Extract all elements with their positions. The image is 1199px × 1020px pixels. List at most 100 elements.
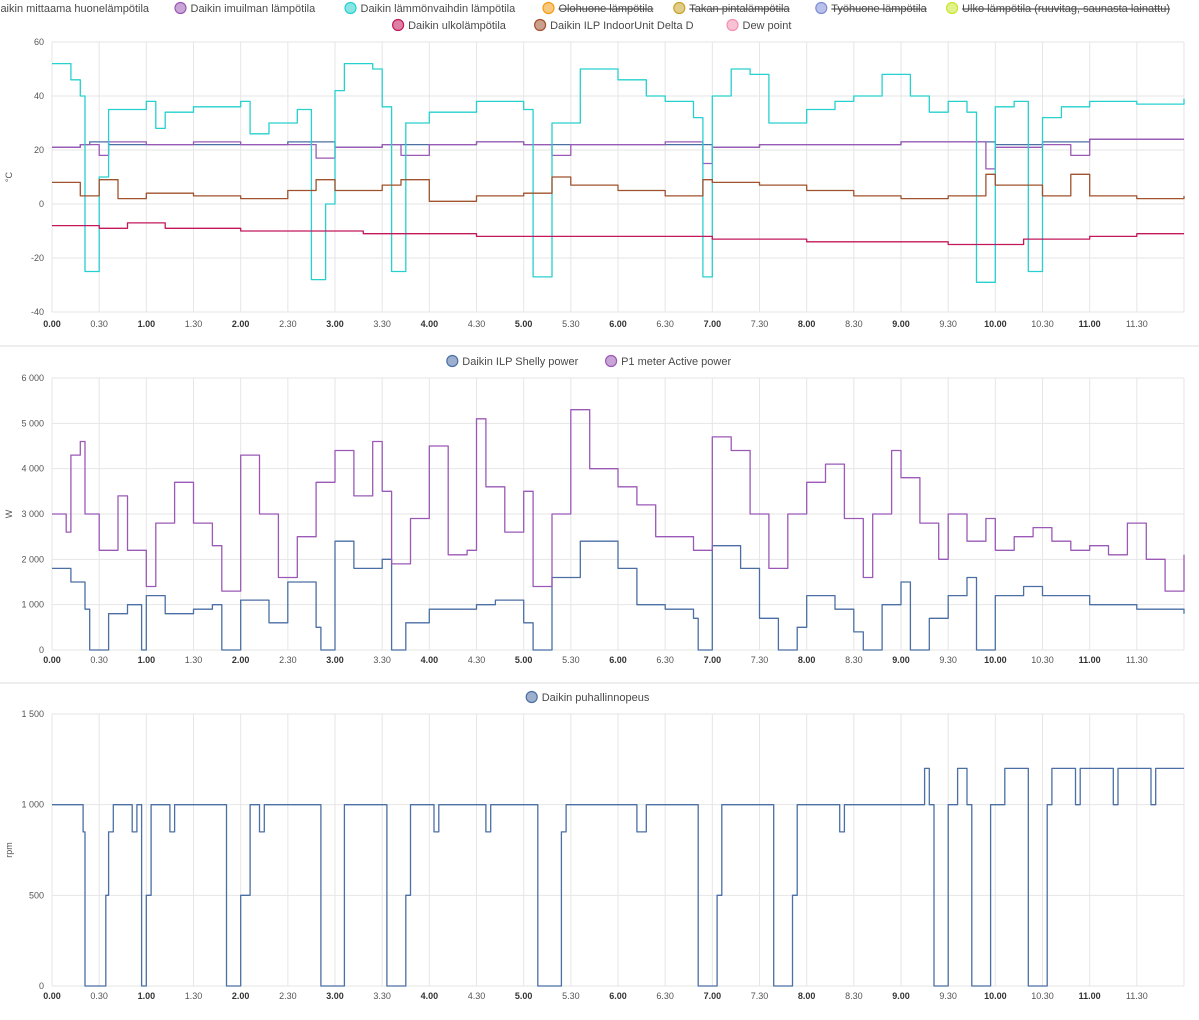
y-axis-label: °C bbox=[4, 171, 14, 182]
x-tick-label: 3.30 bbox=[373, 991, 391, 1001]
x-tick-label: 6.30 bbox=[656, 655, 674, 665]
chart-panel-2: Daikin puhallinnopeus 1 500 1 000 500 00.00 0… bbox=[4, 690, 1185, 1001]
legend-item[interactable]: Olohuone lämpötila bbox=[542, 1, 655, 16]
series-line[interactable] bbox=[52, 222, 1184, 246]
legend-label: Daikin ILP Shelly power bbox=[462, 356, 578, 368]
x-tick-label: 10.00 bbox=[984, 991, 1007, 1001]
x-tick-label: 3.30 bbox=[373, 655, 391, 665]
x-tick-label: 4.30 bbox=[468, 319, 486, 329]
x-tick-label: 7.00 bbox=[704, 319, 722, 329]
legend-item[interactable]: Daikin lämmönvaihdin lämpötila bbox=[344, 1, 517, 16]
y-tick-label: 1 500 bbox=[21, 709, 44, 719]
legend-marker bbox=[815, 1, 828, 15]
legend-item[interactable]: Takan pintalämpötila bbox=[673, 1, 791, 16]
legend-item[interactable]: Dew point bbox=[726, 18, 792, 33]
legend-item[interactable]: Daikin ILP IndoorUnit Delta D bbox=[533, 18, 694, 33]
x-tick-label: 6.00 bbox=[609, 991, 627, 1001]
x-tick-label: 2.00 bbox=[232, 319, 250, 329]
legend-label: Dew point bbox=[743, 20, 792, 32]
series-line[interactable] bbox=[52, 409, 1185, 592]
y-tick-label: 0 bbox=[39, 645, 44, 655]
y-tick-label: 0 bbox=[39, 199, 44, 209]
series-line[interactable] bbox=[52, 767, 1184, 987]
x-tick-label: 2.00 bbox=[232, 655, 250, 665]
x-tick-label: 10.00 bbox=[984, 319, 1007, 329]
x-tick-label: 0.30 bbox=[90, 991, 108, 1001]
x-tick-label: 3.30 bbox=[373, 319, 391, 329]
legend-label: P1 meter Active power bbox=[621, 356, 731, 368]
x-tick-label: 11.00 bbox=[1079, 991, 1101, 1001]
legend-item[interactable]: Daikin imuilman lämpötila bbox=[174, 1, 317, 16]
x-tick-label: 10.30 bbox=[1031, 319, 1054, 329]
x-tick-label: 1.00 bbox=[138, 655, 156, 665]
legend-item[interactable]: Ulko lämpötila (ruuvitag, saunasta laina… bbox=[945, 1, 1170, 16]
x-tick-label: 7.30 bbox=[751, 991, 769, 1001]
x-tick-label: 1.30 bbox=[185, 319, 203, 329]
x-tick-label: 8.00 bbox=[798, 991, 816, 1001]
x-tick-label: 11.00 bbox=[1079, 319, 1101, 329]
x-tick-label: 0.00 bbox=[43, 655, 61, 665]
x-tick-label: 11.00 bbox=[1079, 655, 1101, 665]
legend-item[interactable]: Työhuone lämpötila bbox=[815, 1, 928, 16]
x-tick-label: 4.00 bbox=[421, 655, 439, 665]
y-tick-label: 20 bbox=[34, 145, 44, 155]
x-tick-label: 3.00 bbox=[326, 319, 344, 329]
y-tick-label: 5 000 bbox=[21, 418, 44, 428]
legend-marker bbox=[604, 354, 618, 368]
legend-marker bbox=[542, 1, 555, 15]
x-tick-label: 2.30 bbox=[279, 991, 297, 1001]
x-tick-label: 8.30 bbox=[845, 655, 863, 665]
legend-label: Daikin imuilman lämpötila bbox=[191, 3, 317, 15]
x-tick-label: 7.00 bbox=[704, 655, 722, 665]
y-tick-label: -20 bbox=[31, 253, 44, 263]
series-line[interactable] bbox=[52, 62, 1185, 283]
legend-marker bbox=[525, 690, 538, 704]
legend-label: Daikin lämmönvaihdin lämpötila bbox=[361, 3, 517, 15]
legend-item[interactable]: Daikin mittaama huonelämpötila bbox=[0, 3, 150, 16]
y-axis-label: rpm bbox=[4, 842, 14, 858]
y-tick-label: 3 000 bbox=[21, 509, 44, 519]
legend-label: Olohuone lämpötila bbox=[559, 3, 655, 15]
legend-label: Daikin puhallinnopeus bbox=[542, 692, 650, 704]
x-tick-label: 4.00 bbox=[421, 991, 439, 1001]
x-tick-label: 4.00 bbox=[421, 319, 439, 329]
legend-item[interactable]: Daikin ILP Shelly power bbox=[446, 354, 579, 369]
y-tick-label: 2 000 bbox=[21, 554, 44, 564]
x-tick-label: 9.00 bbox=[892, 319, 910, 329]
y-tick-label: 60 bbox=[34, 37, 44, 47]
x-tick-label: 8.00 bbox=[798, 319, 816, 329]
x-tick-label: 4.30 bbox=[468, 655, 486, 665]
x-tick-label: 10.30 bbox=[1031, 655, 1054, 665]
x-tick-label: 1.00 bbox=[138, 991, 156, 1001]
legend-item[interactable]: Daikin ulkolämpötila bbox=[392, 18, 507, 33]
legend-item[interactable]: Daikin puhallinnopeus bbox=[525, 690, 650, 705]
x-tick-label: 7.30 bbox=[751, 319, 769, 329]
legend-marker bbox=[945, 1, 959, 15]
x-tick-label: 6.00 bbox=[609, 655, 627, 665]
legend-item[interactable]: P1 meter Active power bbox=[604, 354, 732, 369]
x-tick-label: 6.30 bbox=[656, 319, 674, 329]
x-tick-label: 6.00 bbox=[609, 319, 627, 329]
x-tick-label: 4.30 bbox=[468, 991, 486, 1001]
y-tick-label: 1 000 bbox=[21, 800, 44, 810]
series-line[interactable] bbox=[52, 540, 1185, 651]
x-tick-label: 11.30 bbox=[1126, 319, 1148, 329]
series-line[interactable] bbox=[52, 173, 1185, 202]
x-tick-label: 0.00 bbox=[43, 319, 61, 329]
x-tick-label: 10.30 bbox=[1031, 991, 1054, 1001]
y-tick-label: 4 000 bbox=[21, 464, 44, 474]
x-tick-label: 2.30 bbox=[279, 655, 297, 665]
legend-marker bbox=[726, 18, 739, 32]
y-tick-label: 0 bbox=[39, 981, 44, 991]
x-tick-label: 2.00 bbox=[232, 991, 250, 1001]
x-tick-label: 5.00 bbox=[515, 319, 533, 329]
legend-marker bbox=[533, 18, 547, 32]
x-tick-label: 9.00 bbox=[892, 991, 910, 1001]
x-tick-label: 5.00 bbox=[515, 991, 533, 1001]
legend-label: Ulko lämpötila (ruuvitag, saunasta laina… bbox=[962, 3, 1170, 15]
y-tick-label: -40 bbox=[31, 307, 44, 317]
legend-marker bbox=[174, 1, 187, 15]
x-tick-label: 1.30 bbox=[185, 655, 203, 665]
x-tick-label: 2.30 bbox=[279, 319, 297, 329]
